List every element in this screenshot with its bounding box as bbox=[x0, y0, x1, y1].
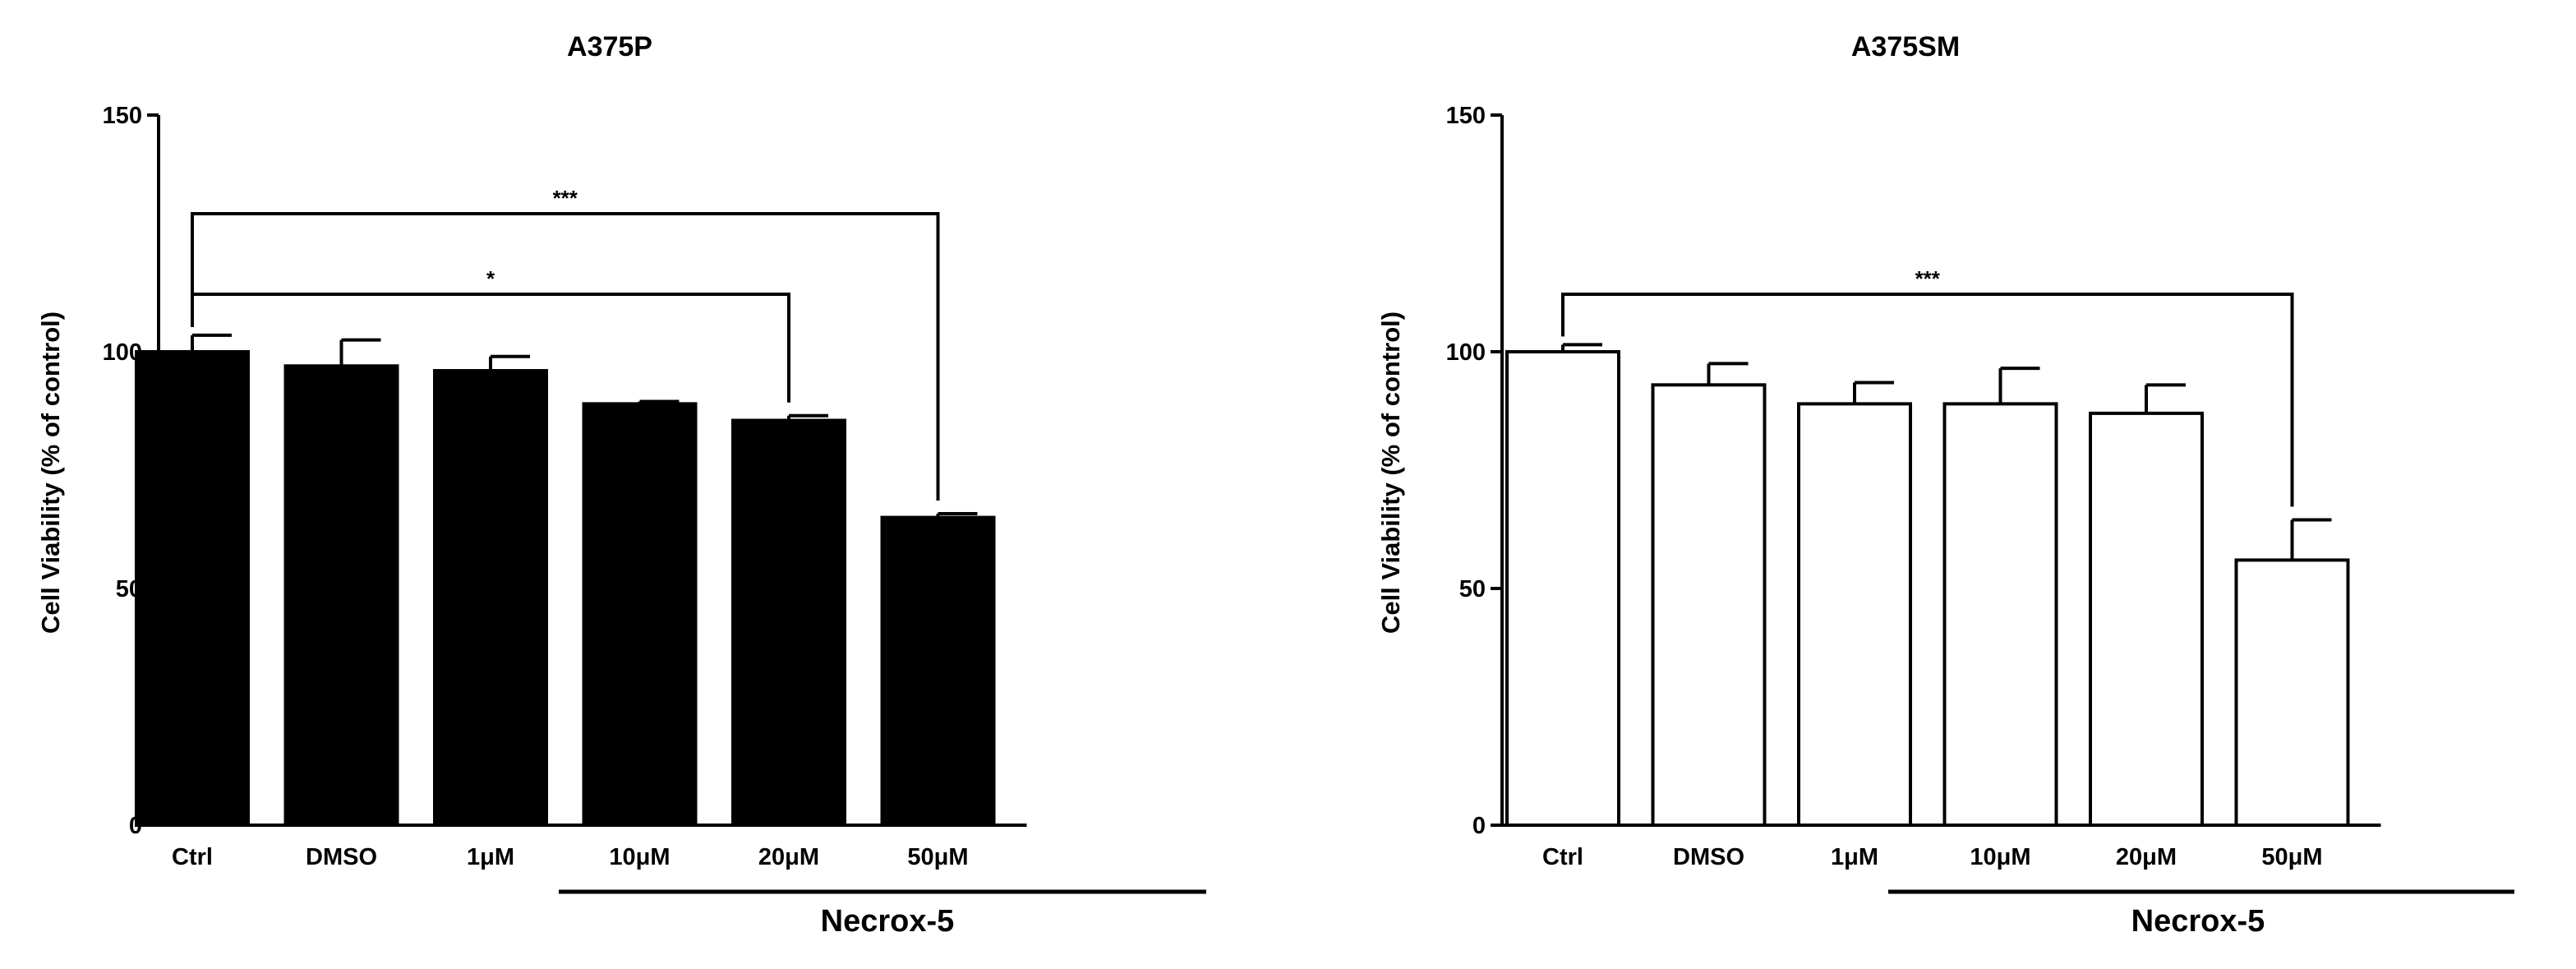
y-tick-label: 0 bbox=[1472, 813, 1486, 839]
significance-label: * bbox=[486, 266, 495, 291]
significance-label: *** bbox=[553, 186, 578, 210]
bar bbox=[135, 350, 250, 827]
bar bbox=[1651, 383, 1767, 827]
y-tick-label: 150 bbox=[1446, 103, 1486, 129]
x-tick-label: DMSO bbox=[1673, 844, 1744, 870]
bar bbox=[2089, 411, 2204, 827]
bar bbox=[1797, 402, 1912, 827]
plot-area: 0 50 100 150 Ctrl DMSO 1μM 10μM 20μM 50μM *** bbox=[1446, 103, 2514, 894]
y-axis-label: Cell Viability (% of control) bbox=[36, 311, 65, 634]
x-tick-label: 50μM bbox=[907, 844, 968, 870]
x-tick-label: Ctrl bbox=[172, 844, 213, 870]
chart-a375sm: A375SM Cell Viability (% of control) Nec… bbox=[1376, 31, 2514, 939]
chart-a375p: A375P Cell Viability (% of control) Necr… bbox=[36, 31, 1206, 939]
significance-bracket bbox=[1561, 293, 2294, 507]
group-label: Necrox-5 bbox=[821, 904, 955, 939]
x-tick-label: 20μM bbox=[758, 844, 819, 870]
significance-bracket bbox=[191, 212, 940, 501]
bar bbox=[283, 364, 399, 827]
y-tick-label: 150 bbox=[103, 103, 142, 129]
x-tick-label: 1μM bbox=[467, 844, 514, 870]
bar bbox=[2234, 558, 2350, 827]
bar bbox=[582, 402, 698, 827]
significance-label: *** bbox=[1915, 266, 1941, 291]
x-tick-label: DMSO bbox=[306, 844, 377, 870]
bar bbox=[1942, 402, 2058, 827]
chart-title: A375P bbox=[567, 31, 652, 62]
x-tick-label: 50μM bbox=[2261, 844, 2322, 870]
bar bbox=[731, 418, 846, 827]
bar bbox=[433, 369, 548, 828]
x-tick-label: Ctrl bbox=[1542, 844, 1583, 870]
chart-title: A375SM bbox=[1851, 31, 1960, 62]
bar bbox=[880, 515, 996, 827]
x-tick-label: 1μM bbox=[1831, 844, 1878, 870]
x-tick-label: 10μM bbox=[1970, 844, 2030, 870]
group-label: Necrox-5 bbox=[2131, 904, 2265, 939]
x-tick-label: 10μM bbox=[609, 844, 670, 870]
x-tick-label: 20μM bbox=[2116, 844, 2177, 870]
y-tick-label: 100 bbox=[1446, 339, 1486, 366]
y-tick-label: 50 bbox=[1459, 576, 1486, 602]
bar bbox=[1505, 350, 1620, 827]
y-axis-label: Cell Viability (% of control) bbox=[1376, 311, 1405, 634]
